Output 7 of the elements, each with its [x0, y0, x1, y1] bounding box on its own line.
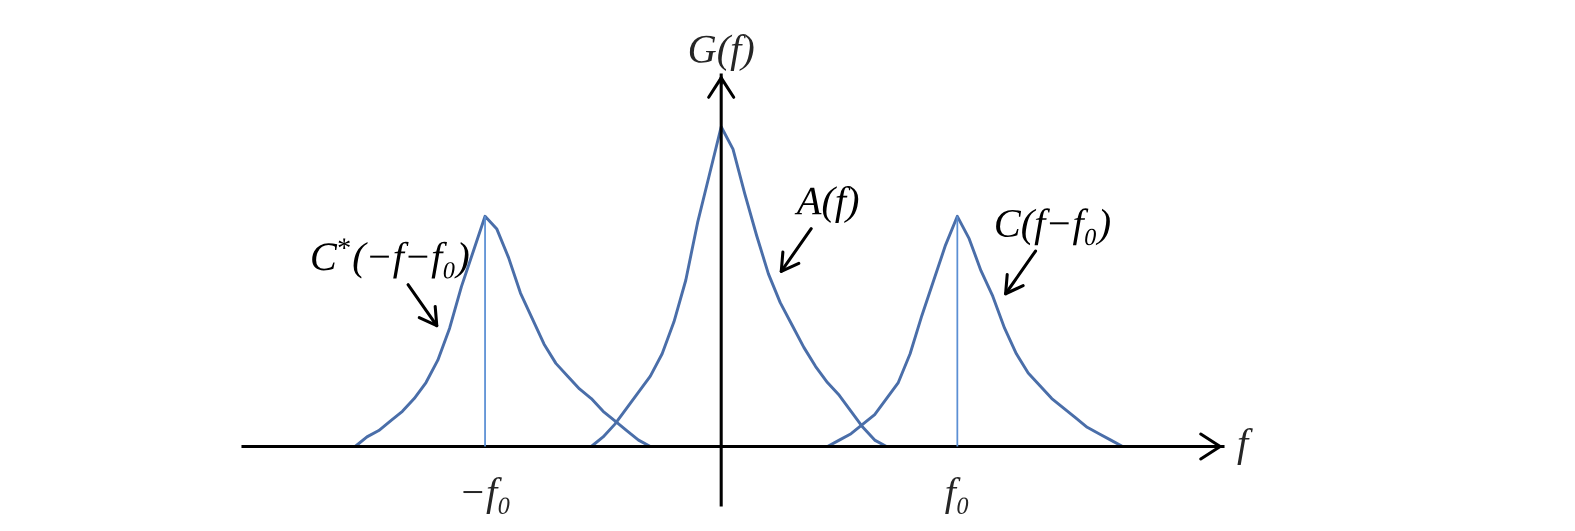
series-label: A(f) [794, 185, 859, 223]
x-tick-label: −f₀ [463, 477, 510, 514]
series-label: C(f−f₀) [996, 208, 1110, 246]
x-tick-label: f₀ [945, 477, 969, 514]
series-label: C$^{*}$(−f−f₀) [312, 238, 469, 279]
x-axis-title: f [1237, 428, 1253, 465]
y-axis-title: G(f) [689, 34, 754, 71]
